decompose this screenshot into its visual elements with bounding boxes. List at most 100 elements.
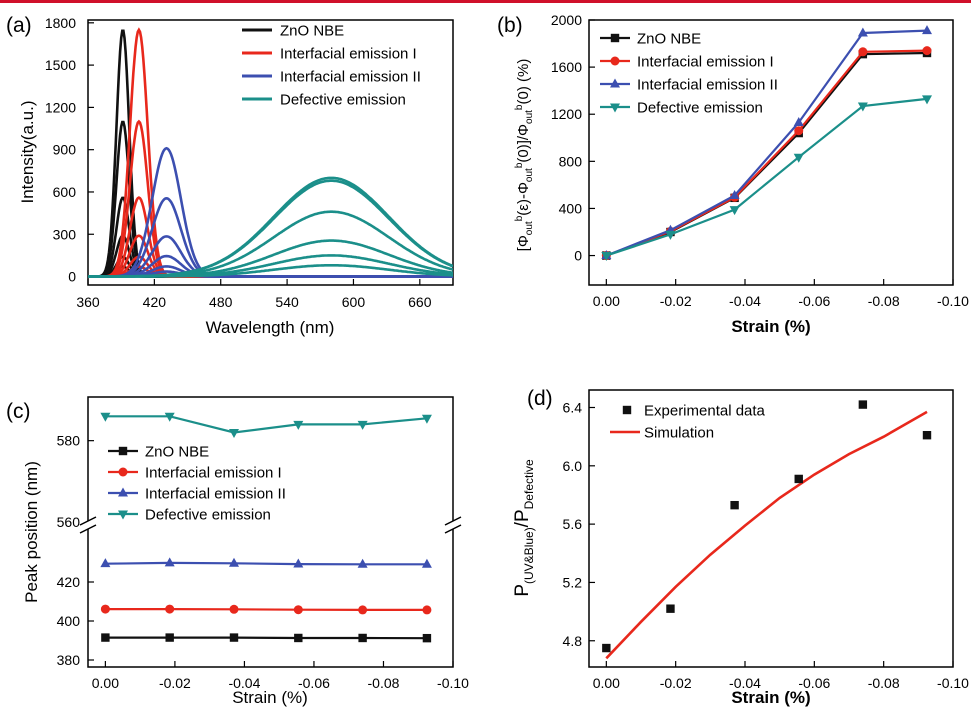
d-xtick-label: -0.02 [660,675,692,691]
c-series-3-point [421,414,432,424]
c-series-2-line [105,561,427,566]
c-legend-label: Interfacial emission II [145,486,286,503]
y-axis-title-d-text: P(UV&Blue)/PDefective [512,459,536,597]
a-ytick-label: 600 [53,184,77,200]
b-series-2-point [857,27,868,37]
b-series-3-point [665,230,676,240]
b-ytick-label: 1600 [551,59,582,75]
c-xtick-label: 0.00 [92,675,119,691]
c-legend-marker [118,446,128,456]
x-axis-title-a: Wavelength (nm) [206,318,335,337]
a-series-2-curve [88,270,453,278]
a-ytick-label: 300 [53,226,77,242]
y-axis-title-b: [Φoutb(ε)-Φoutb(0)]/Φoutb(0) (%) [514,59,535,252]
c-series-0-point [101,633,110,642]
d-simulation-curve [605,410,928,660]
c-ytick-label: 400 [57,613,81,629]
c-xtick-label: -0.08 [368,675,400,691]
b-xtick-label: -0.08 [868,293,900,309]
b-series-3-point [793,153,804,163]
d-experimental-point [666,604,675,613]
panel-label-a: (a) [6,14,32,37]
d-legend-label: Experimental data [644,403,766,420]
c-series-2-point [293,558,304,568]
c-xtick-label: -0.04 [228,675,260,691]
c-xtick-label: -0.02 [159,675,191,691]
c-series-0-line [105,636,427,640]
y-axis-title-d: P(UV&Blue)/PDefective [512,459,536,597]
d-experimental-point [858,400,868,409]
d-ytick-label: 6.4 [563,399,583,415]
c-series-0-point [165,633,174,642]
a-legend-label: Interfacial emission I [280,46,417,63]
c-series-3-point [293,420,304,430]
d-ytick-label: 5.2 [563,574,583,590]
a-xtick-label: 480 [209,294,233,310]
c-ytick-label: 420 [57,574,81,590]
a-ytick-label: 1200 [45,99,76,115]
c-axis-break-mark [444,524,462,534]
c-series-1-point [358,605,368,615]
d-experimental-point [602,643,611,653]
b-ytick-label: 400 [559,200,583,216]
b-ytick-label: 1200 [551,106,582,122]
a-ytick-label: 0 [68,269,76,285]
c-series-0-point [229,633,239,642]
c-series-0-point [294,633,303,643]
header-accent-bar [0,0,971,3]
c-legend-label: Defective emission [145,507,271,524]
c-xtick-label: -0.10 [437,675,469,691]
c-axis-break-mark [444,516,462,526]
b-series-2-point [729,189,740,199]
a-legend-label: Defective emission [280,92,406,109]
legend-c: ZnO NBE Interfacial emission I Interfacial… [108,444,286,524]
y-axis-title-a: Intensity(a.u.) [18,101,37,204]
a-legend-label: Interfacial emission II [280,69,421,86]
c-legend-label: ZnO NBE [145,444,209,461]
d-xtick-label: -0.04 [729,675,761,691]
chart-b: 0.00 -0.02 -0.04 -0.06 -0.08 -0.10 0 400 800 1200… [514,12,969,336]
plot-frame-c [87,396,454,668]
d-experimental-point [922,430,932,440]
c-axis-break-gap [445,521,461,529]
y-axis-title-b-text: [Φoutb(ε)-Φoutb(0)]/Φoutb(0) (%) [514,59,535,252]
chart-a: 360 420 480 540 600 660 0 300 600 900 1200 1500 1800… [18,15,454,337]
d-ytick-label: 5.6 [563,516,583,532]
b-series-1-point [922,46,932,56]
c-series-1-line [105,607,427,612]
c-legend-marker [118,510,128,520]
b-legend-marker [610,78,620,88]
b-legend-label: ZnO NBE [637,31,701,48]
c-series-0-point [358,633,367,643]
b-legend-marker [610,33,620,43]
chart-c: 0.00 -0.02 -0.04 -0.06 -0.08 -0.10 560 580 380 40… [22,396,469,707]
c-legend-marker [118,467,128,477]
a-series-3-curve [88,264,453,278]
d-xtick-label: 0.00 [593,675,620,691]
c-axis-break-mark [79,516,97,526]
b-series-1-point [858,47,868,57]
a-ytick-label: 900 [53,142,77,158]
c-series-3-point [100,412,111,422]
b-series-1-point [794,126,804,136]
legend-a: ZnO NBE Interfacial emission I Interfacial… [242,23,421,109]
c-series-2-point [100,558,111,568]
a-ytick-label: 1500 [45,57,76,73]
c-series-3-point [229,429,239,439]
a-series-3-curve [88,179,453,278]
a-xtick-label: 420 [143,294,167,310]
c-xtick-label: -0.06 [298,675,330,691]
b-series-2-line [605,29,928,257]
a-legend-label: ZnO NBE [280,23,344,40]
c-series-1-point [422,605,432,615]
y-axis-title-c: Peak position (nm) [22,461,41,603]
c-legend-label: Interfacial emission I [145,465,282,482]
b-legend-label: Interfacial emission I [637,54,774,71]
d-ytick-label: 4.8 [563,633,583,649]
b-ytick-label: 0 [574,248,582,264]
b-ytick-label: 2000 [551,12,582,28]
c-axis-break-gap [80,521,96,529]
panel-label-c: (c) [6,400,31,423]
c-series-1-point [293,605,303,615]
b-series-2-point [922,25,932,35]
